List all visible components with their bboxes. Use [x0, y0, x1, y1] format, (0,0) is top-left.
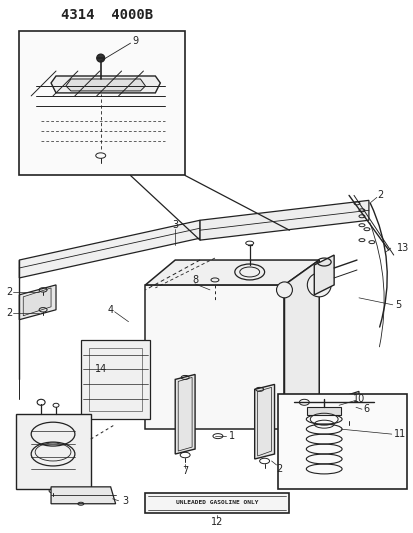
Polygon shape [145, 285, 284, 429]
Ellipse shape [276, 282, 292, 298]
Polygon shape [313, 255, 333, 295]
Text: 12: 12 [211, 516, 223, 527]
Polygon shape [284, 260, 318, 429]
Text: 9: 9 [132, 36, 138, 46]
Polygon shape [19, 31, 185, 175]
Polygon shape [51, 487, 115, 504]
Polygon shape [19, 285, 56, 320]
Text: 13: 13 [396, 243, 408, 253]
Text: 4: 4 [107, 305, 114, 315]
Text: 2: 2 [6, 287, 12, 297]
Ellipse shape [97, 54, 104, 62]
FancyArrowPatch shape [369, 223, 383, 347]
Text: 1: 1 [228, 431, 234, 441]
Polygon shape [277, 394, 406, 489]
Text: 3: 3 [172, 220, 178, 230]
Polygon shape [254, 384, 274, 459]
FancyArrowPatch shape [369, 203, 386, 327]
Text: 7: 7 [182, 466, 188, 476]
Polygon shape [66, 79, 145, 91]
Polygon shape [333, 391, 358, 421]
Polygon shape [175, 375, 195, 454]
Polygon shape [81, 340, 150, 419]
Text: 14: 14 [94, 365, 107, 375]
Text: 10: 10 [352, 394, 364, 405]
Text: 2: 2 [377, 190, 383, 200]
Text: 6: 6 [363, 404, 369, 414]
Polygon shape [23, 288, 51, 316]
Polygon shape [19, 220, 199, 278]
Polygon shape [306, 407, 340, 415]
Text: 11: 11 [393, 429, 405, 439]
Polygon shape [145, 260, 318, 285]
Ellipse shape [306, 273, 330, 297]
Polygon shape [51, 76, 160, 93]
Text: UNLEADED GASOLINE ONLY: UNLEADED GASOLINE ONLY [176, 500, 258, 505]
Polygon shape [199, 200, 368, 240]
Text: 2: 2 [276, 464, 282, 474]
Text: 4314  4000B: 4314 4000B [61, 9, 153, 22]
Text: 2: 2 [6, 308, 12, 318]
Polygon shape [145, 493, 289, 513]
Text: 5: 5 [394, 300, 400, 310]
Polygon shape [16, 414, 90, 489]
Text: 3: 3 [122, 496, 128, 506]
Text: 8: 8 [192, 275, 198, 285]
